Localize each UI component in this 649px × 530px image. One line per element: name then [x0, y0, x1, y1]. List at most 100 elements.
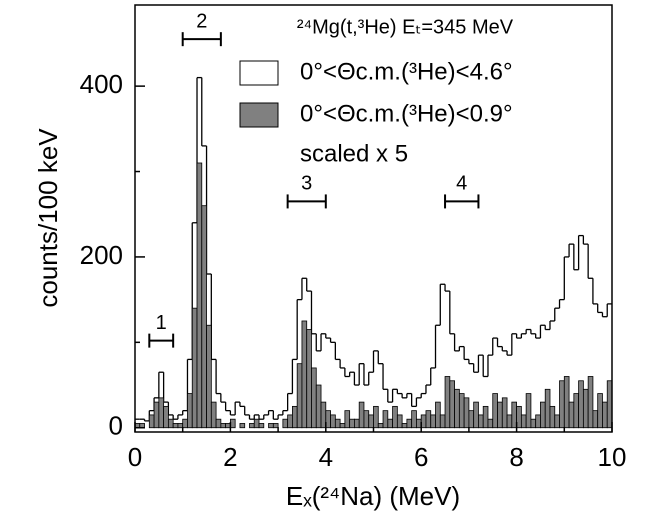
- histogram-bar: [554, 414, 560, 429]
- x-tick-label: 6: [414, 442, 428, 472]
- histogram-bar: [148, 414, 155, 429]
- x-tick-label: 10: [598, 442, 627, 472]
- histogram-bar: [392, 405, 398, 429]
- histogram-bar: [444, 376, 451, 429]
- histogram-bar: [167, 418, 174, 429]
- histogram-bar: [492, 393, 498, 429]
- histogram-bar: [435, 401, 441, 429]
- histogram-bar: [468, 410, 475, 429]
- histogram-bar: [301, 320, 308, 429]
- histogram-bar: [597, 393, 603, 429]
- histogram-bar: [363, 410, 370, 429]
- histogram-bar: [497, 401, 503, 429]
- histogram-bar: [430, 414, 436, 429]
- histogram-bar: [196, 162, 203, 429]
- x-axis-label: Eₓ(²⁴Na) (MeV): [286, 481, 460, 511]
- y-tick-label: 0: [109, 411, 123, 441]
- histogram-bar: [582, 388, 589, 429]
- histogram-bar: [530, 418, 537, 429]
- histogram-bar: [482, 405, 489, 429]
- histogram-bar: [449, 380, 455, 429]
- histogram-bar: [344, 410, 351, 429]
- histogram-bar: [330, 414, 336, 429]
- histogram-bar: [239, 423, 246, 429]
- histogram-bar: [458, 393, 465, 429]
- legend-swatch: [239, 60, 279, 86]
- legend-label: 0°<Θc.m.(³He)<0.9°: [300, 100, 513, 127]
- histogram-bar: [463, 397, 470, 429]
- histogram-bar: [163, 405, 169, 429]
- histogram-bar: [377, 423, 384, 429]
- histogram-bar: [158, 397, 165, 429]
- histogram-bar: [258, 423, 265, 429]
- histogram-bar: [182, 418, 188, 429]
- x-tick-label: 2: [223, 442, 237, 472]
- histogram-bar: [249, 423, 255, 429]
- histogram-bar: [411, 410, 417, 429]
- x-tick-label: 0: [128, 442, 142, 472]
- histogram-bar: [373, 405, 379, 429]
- histogram-bar: [525, 393, 532, 429]
- histogram-bar: [487, 418, 494, 429]
- histogram-bar: [215, 418, 222, 429]
- histogram-bar: [220, 423, 227, 429]
- histogram-bar: [540, 401, 546, 429]
- histogram-bar: [401, 423, 408, 429]
- histogram-bar: [292, 405, 298, 429]
- histogram-bar: [478, 414, 484, 429]
- histogram-bar: [272, 423, 279, 429]
- histogram-bar: [354, 418, 360, 429]
- histogram-bar: [425, 410, 432, 429]
- histogram-bar: [201, 205, 207, 429]
- histogram-bar: [191, 307, 198, 429]
- bracket-label: 2: [196, 10, 207, 32]
- y-tick-label: 200: [80, 240, 123, 270]
- histogram-bar: [578, 380, 584, 429]
- bracket-label: 3: [301, 173, 312, 195]
- histogram-bar: [339, 423, 346, 429]
- histogram-bar: [315, 384, 322, 429]
- histogram-bar: [520, 414, 527, 429]
- y-tick-label: 400: [80, 69, 123, 99]
- histogram-bar: [501, 397, 508, 429]
- histogram-bar: [253, 418, 260, 429]
- histogram-bar: [396, 414, 403, 429]
- bracket-label: 1: [156, 312, 167, 334]
- histogram-bar: [287, 414, 293, 429]
- histogram-bar: [563, 376, 570, 429]
- chart-title: ²⁴Mg(t,³He) Eₜ=345 MeV: [297, 16, 514, 38]
- histogram-bar: [473, 401, 479, 429]
- histogram-bar: [210, 401, 217, 429]
- histogram-bar: [172, 423, 179, 429]
- y-axis-label: counts/100 keV: [33, 128, 63, 308]
- histogram-bar: [206, 324, 212, 429]
- histogram-bar: [592, 410, 599, 429]
- histogram-bar: [544, 388, 551, 429]
- histogram-bar: [382, 410, 389, 429]
- x-tick-label: 8: [509, 442, 523, 472]
- histogram-bar: [587, 376, 594, 429]
- histogram-bar: [153, 401, 160, 429]
- histogram-bar: [568, 401, 575, 429]
- legend-note: scaled x 5: [300, 140, 408, 167]
- histogram-bar: [296, 363, 303, 429]
- histogram-bar: [349, 418, 355, 429]
- histogram-bar: [549, 405, 556, 429]
- histogram-bar: [306, 329, 312, 429]
- legend-label: 0°<Θc.m.(³He)<4.6°: [300, 58, 513, 85]
- histogram-bar: [311, 367, 317, 429]
- histogram-bar: [573, 393, 580, 429]
- histogram-bar: [387, 418, 393, 429]
- histogram-bar: [268, 423, 274, 429]
- histogram-bar: [334, 418, 341, 429]
- histogram-bar: [506, 414, 513, 429]
- x-tick-label: 4: [319, 442, 333, 472]
- histogram-bar: [559, 380, 565, 429]
- legend-swatch: [239, 102, 279, 128]
- histogram-bar: [439, 414, 446, 429]
- bracket-label: 4: [456, 173, 467, 195]
- histogram-bar: [187, 393, 193, 429]
- histogram-bar: [454, 388, 460, 429]
- histogram-bar: [358, 401, 365, 429]
